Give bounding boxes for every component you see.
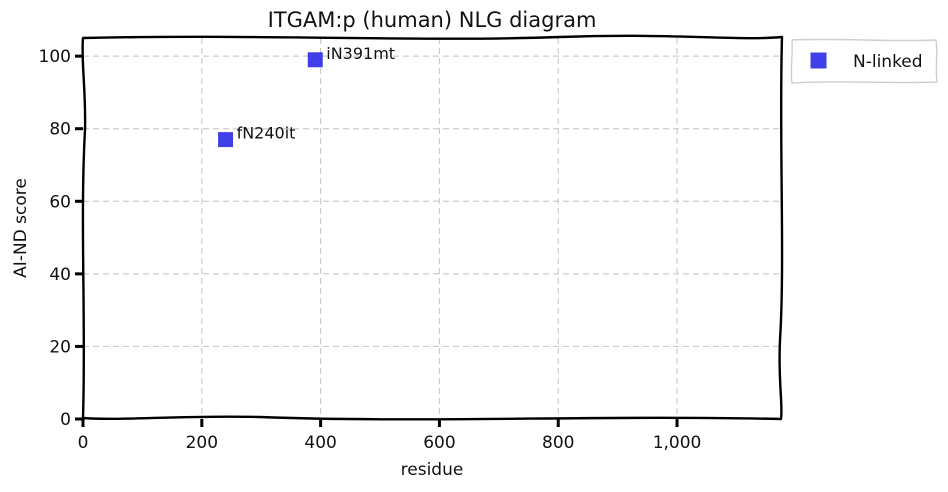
data-point-label: iN391mt <box>326 44 395 63</box>
x-tick-label: 600 <box>423 433 455 453</box>
y-tick-label: 80 <box>49 120 71 140</box>
x-tick-label: 0 <box>78 433 89 453</box>
x-tick-label: 800 <box>542 433 574 453</box>
data-point <box>218 132 234 148</box>
axis-ticks: 0 200 400 600 800 1,000 0 20 40 60 80 100 <box>39 47 702 453</box>
y-tick-label: 40 <box>49 265 71 285</box>
y-tick-label: 20 <box>49 337 71 357</box>
legend: N-linked <box>790 38 938 84</box>
data-point <box>307 52 323 68</box>
data-points: fN240it iN391mt <box>218 44 395 148</box>
legend-label-n-linked: N-linked <box>853 52 923 72</box>
chart-title: ITGAM:p (human) NLG diagram <box>268 8 597 32</box>
x-tick-label: 400 <box>304 433 336 453</box>
y-tick-label: 60 <box>49 192 71 212</box>
legend-marker-n-linked <box>810 52 827 69</box>
x-tick-label: 1,000 <box>653 433 702 453</box>
grid <box>83 38 781 419</box>
y-tick-label: 100 <box>39 47 71 67</box>
plot-frame <box>81 34 784 421</box>
y-tick-label: 0 <box>60 410 71 430</box>
x-axis-label: residue <box>401 460 464 480</box>
legend-frame <box>790 38 938 84</box>
y-axis-label: AI-ND score <box>11 178 31 278</box>
data-point-label: fN240it <box>237 124 296 143</box>
x-tick-label: 200 <box>186 433 218 453</box>
